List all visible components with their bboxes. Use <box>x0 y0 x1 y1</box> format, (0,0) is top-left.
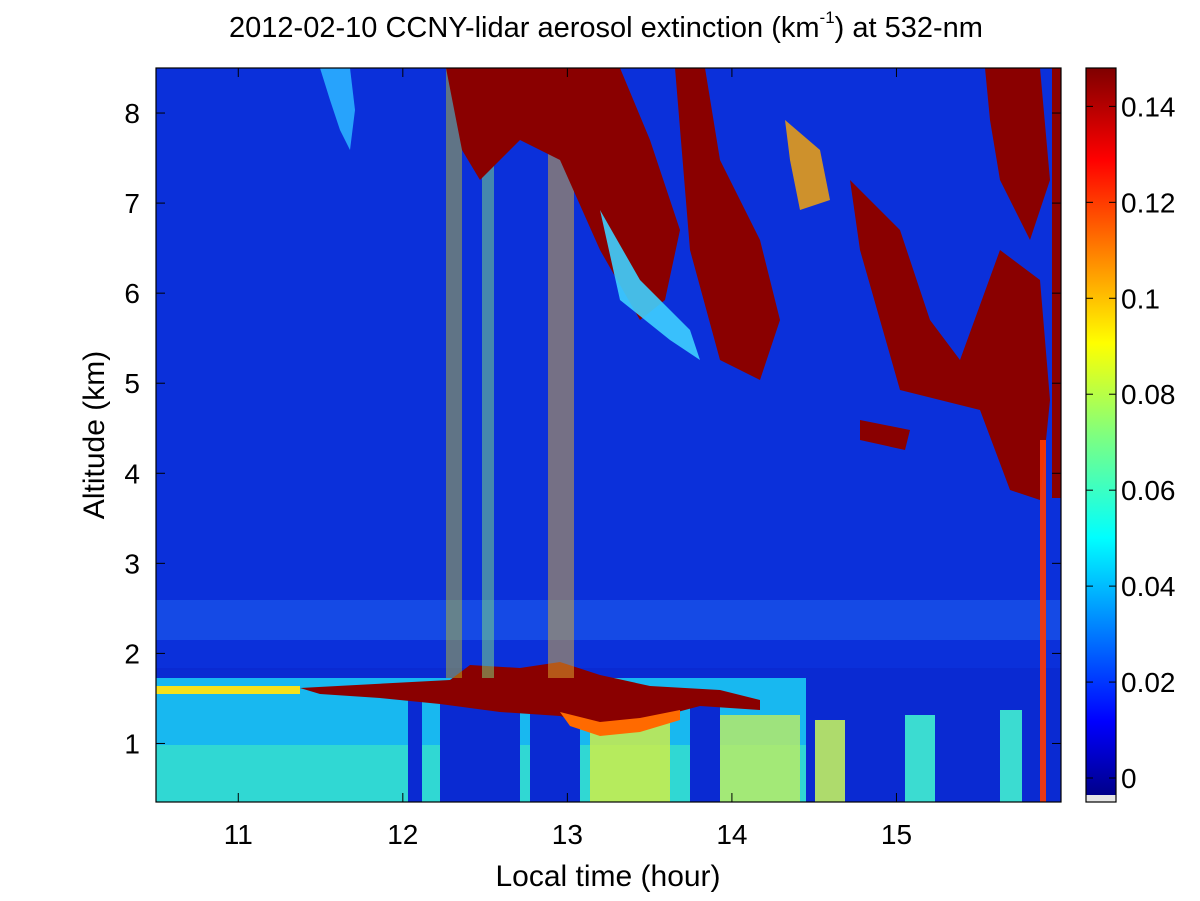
colorbar-tick-label: 0.02 <box>1121 667 1176 698</box>
heatmap-cirrus-9 <box>1052 68 1061 498</box>
x-tick-label: 15 <box>881 819 912 850</box>
colorbar-tick-label: 0.04 <box>1121 571 1176 602</box>
y-tick-label: 2 <box>124 638 140 669</box>
heatmap-cirrus-2 <box>675 68 780 380</box>
x-tick-label: 11 <box>224 819 253 850</box>
x-tick-label: 12 <box>387 819 418 850</box>
y-tick-label: 5 <box>124 368 140 399</box>
colorbar-tick-label: 0.06 <box>1121 475 1176 506</box>
y-axis-label: Altitude (km) <box>78 351 111 519</box>
heatmap-gap-1 <box>408 690 422 802</box>
heatmap-bl-edge-orange <box>560 710 680 736</box>
colorbar: 0 0.02 0.04 0.06 0.08 0.1 0.12 0.14 <box>1085 67 1176 803</box>
heatmap-column-1 <box>446 68 462 678</box>
y-tick-label: 7 <box>124 188 140 219</box>
x-axis-label: Local time (hour) <box>495 860 720 893</box>
colorbar-below-range <box>1086 795 1116 802</box>
colorbar-frame <box>1085 67 1117 803</box>
heatmap-cirrus-6 <box>785 120 830 210</box>
heatmap-layer-elevated <box>156 600 1061 640</box>
x-tick-label: 13 <box>552 819 583 850</box>
heatmap-yellow-3 <box>815 720 845 802</box>
x-tick-label: 14 <box>716 819 747 850</box>
heatmap-cyan-2 <box>1000 710 1022 802</box>
y-tick-label: 1 <box>124 728 140 759</box>
heatmap-cirrus-5 <box>985 68 1050 240</box>
y-tick-label: 8 <box>124 98 140 129</box>
heatmap-bl-edge-yellow <box>156 686 300 694</box>
y-tick-label: 3 <box>124 548 140 579</box>
heatmap-area <box>156 68 1061 802</box>
heatmap-cirrus-7 <box>860 420 910 450</box>
heatmap-cirrus-3 <box>600 210 700 360</box>
x-axis: 11 12 13 14 15 <box>224 68 912 850</box>
colorbar-tick-label: 0.08 <box>1121 379 1176 410</box>
heatmap-cirrus-4 <box>850 180 1050 500</box>
y-tick-label: 4 <box>124 458 140 489</box>
colorbar-ticks: 0 0.02 0.04 0.06 0.08 0.1 0.12 0.14 <box>1086 91 1176 794</box>
colorbar-tick-label: 0.14 <box>1121 91 1176 122</box>
heatmap-cirrus-10 <box>1040 440 1046 802</box>
heatmap-yellow-2 <box>720 715 800 802</box>
heatmap-cyan-1 <box>905 715 935 802</box>
colorbar-tick-label: 0.1 <box>1121 283 1160 314</box>
heatmap-column-2 <box>482 110 494 678</box>
colorbar-tick-label: 0 <box>1121 763 1137 794</box>
heatmap-gap-4 <box>690 690 720 802</box>
y-axis: 1 2 3 4 5 6 7 8 <box>124 98 1061 759</box>
colorbar-tick-label: 0.12 <box>1121 187 1176 218</box>
plot-frame <box>155 67 1062 803</box>
chart-title: 2012-02-10 CCNY-lidar aerosol extinction… <box>229 8 983 44</box>
heatmap-cirrus-8 <box>320 68 355 150</box>
colorbar-gradient <box>1086 68 1116 802</box>
heatmap-column-3 <box>548 110 574 678</box>
heatmap-bl-top-red <box>300 662 760 728</box>
y-tick-label: 6 <box>124 278 140 309</box>
